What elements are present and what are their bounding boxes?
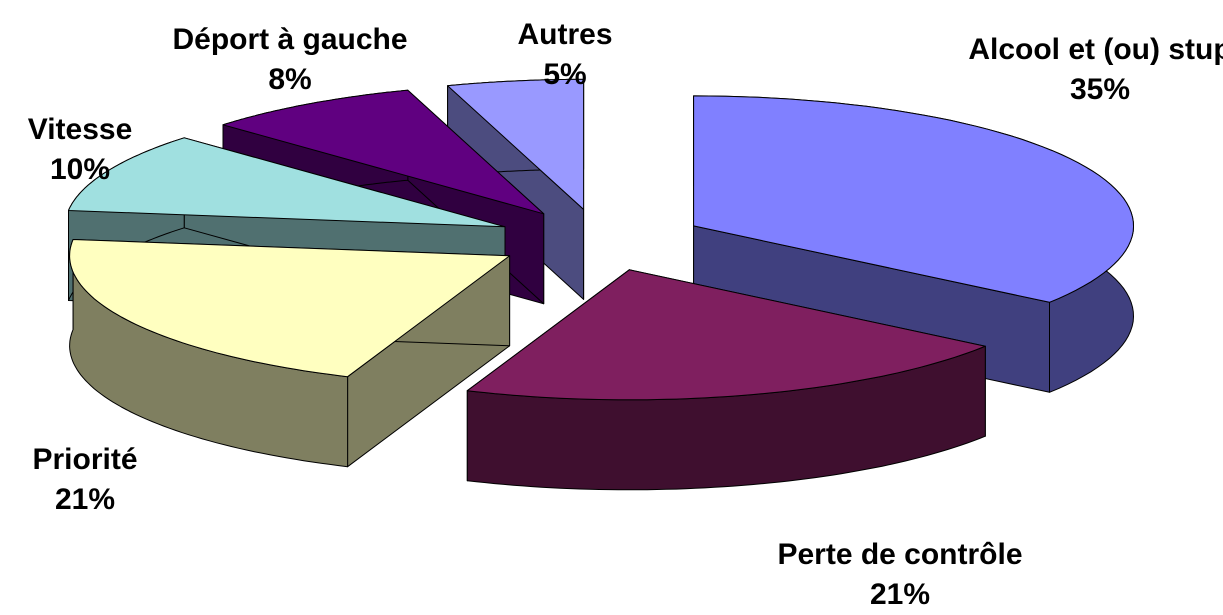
value-label: 21% bbox=[54, 483, 116, 516]
value-label: 10% bbox=[49, 153, 111, 186]
value-label: 21% bbox=[869, 578, 931, 611]
pie-slice bbox=[466, 269, 986, 491]
slice-label: Priorité 21% bbox=[0, 440, 185, 520]
category-label: Perte de contrôle bbox=[777, 538, 1023, 571]
value-label: 8% bbox=[268, 63, 312, 96]
slice-label: Perte de contrôle 21% bbox=[720, 535, 1080, 615]
category-label: Priorité bbox=[32, 443, 138, 476]
category-label: Déport à gauche bbox=[172, 23, 408, 56]
slice-label: Alcool et (ou) stup 35% bbox=[965, 30, 1223, 110]
slice-top bbox=[466, 269, 986, 401]
slice-top bbox=[222, 89, 545, 215]
pie-slice bbox=[69, 239, 511, 468]
slice-top bbox=[693, 95, 1134, 303]
slice-label: Déport à gauche 8% bbox=[130, 20, 450, 100]
slice-label: Vitesse 10% bbox=[0, 110, 180, 190]
category-label: Autres bbox=[517, 18, 613, 51]
category-label: Alcool et (ou) stup bbox=[968, 33, 1223, 66]
slice-top bbox=[69, 239, 511, 378]
slice-label: Autres 5% bbox=[465, 15, 665, 95]
pie-slice bbox=[693, 95, 1134, 393]
value-label: 5% bbox=[543, 58, 587, 91]
category-label: Vitesse bbox=[27, 113, 133, 146]
slice-top bbox=[68, 137, 506, 228]
slice-top bbox=[447, 78, 585, 210]
value-label: 35% bbox=[1069, 73, 1131, 106]
